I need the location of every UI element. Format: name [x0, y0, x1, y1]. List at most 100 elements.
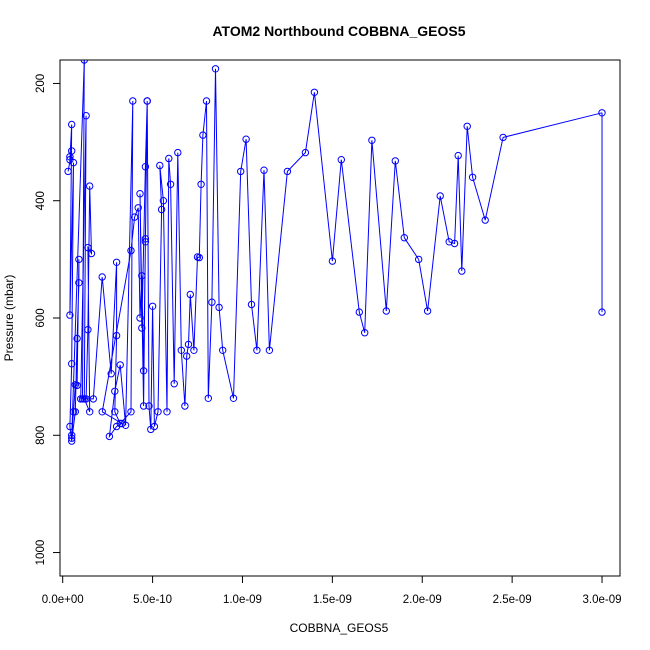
data-point	[98, 408, 106, 416]
y-tick-label: 600	[35, 308, 47, 327]
data-point	[215, 303, 223, 312]
data-point	[170, 380, 178, 388]
data-point	[361, 329, 369, 337]
data-point	[183, 352, 191, 360]
data-point	[66, 153, 74, 161]
y-tick-label: 400	[35, 191, 47, 210]
data-point	[116, 361, 124, 369]
data-point	[208, 298, 216, 306]
data-point	[154, 408, 162, 416]
data-point	[165, 154, 173, 163]
data-point	[391, 157, 399, 165]
data-point	[130, 213, 139, 221]
data-point	[159, 197, 168, 205]
data-point	[382, 307, 390, 315]
chart-title: ATOM2 Northbound COBBNA_GEOS5	[212, 23, 465, 39]
series-line-3	[130, 100, 170, 430]
data-point	[177, 346, 186, 354]
series-connector	[101, 250, 132, 412]
data-point	[69, 158, 78, 167]
data-point	[598, 308, 606, 316]
data-point	[445, 238, 453, 246]
data-point	[166, 180, 175, 189]
data-point	[98, 273, 106, 281]
data-point	[105, 432, 114, 441]
data-point	[184, 340, 193, 349]
data-point	[368, 136, 376, 145]
x-tick-label: 1.5e-09	[313, 594, 352, 606]
data-point	[436, 192, 444, 200]
data-point	[229, 394, 238, 402]
data-point	[68, 120, 76, 129]
data-point	[463, 122, 471, 131]
y-tick-label: 800	[35, 426, 47, 445]
data-point	[86, 408, 94, 416]
data-point	[450, 239, 459, 248]
data-point	[150, 422, 159, 431]
data-point	[186, 290, 195, 299]
series-connector	[81, 60, 85, 399]
data-point	[260, 166, 268, 174]
data-point	[86, 182, 94, 190]
data-point	[141, 238, 150, 246]
series-points	[64, 60, 606, 445]
data-point	[136, 190, 144, 198]
data-point	[237, 167, 245, 176]
data-point	[84, 326, 92, 334]
data-point	[454, 151, 462, 160]
data-point	[219, 346, 227, 354]
data-point	[66, 311, 74, 319]
data-point	[139, 402, 148, 410]
x-tick-label: 5.0e-10	[133, 594, 172, 606]
data-point	[121, 421, 130, 429]
data-point	[89, 395, 98, 403]
data-point	[112, 422, 121, 431]
series-line-6	[418, 112, 603, 312]
data-point	[68, 431, 76, 439]
data-point	[80, 60, 88, 64]
data-point	[415, 255, 423, 264]
series-connector	[403, 237, 420, 260]
data-point	[141, 235, 150, 243]
data-point	[73, 334, 81, 343]
data-point	[197, 180, 205, 189]
data-point	[84, 243, 92, 252]
y-axis: 200 400 600 800 1000	[35, 74, 61, 566]
data-point	[355, 308, 363, 316]
data-point	[156, 161, 164, 170]
data-point	[71, 381, 80, 389]
data-point	[87, 249, 96, 258]
series-line-5	[233, 92, 405, 399]
data-point	[247, 300, 256, 309]
data-point	[458, 267, 466, 275]
y-axis-label: Pressure (mbar)	[2, 275, 16, 362]
data-point	[68, 437, 76, 445]
data-point	[111, 387, 119, 395]
data-point	[310, 88, 319, 97]
data-point	[253, 346, 261, 354]
data-point	[127, 246, 135, 255]
data-point	[190, 346, 198, 354]
data-point	[112, 331, 121, 340]
y-tick-label: 1000	[35, 540, 47, 566]
data-point	[400, 234, 408, 242]
data-point	[64, 167, 72, 176]
x-axis: 0.0e+00 5.0e-10 1.0e-09 1.5e-09 2.0e-09 2.5e-…	[42, 575, 622, 606]
data-point	[301, 148, 310, 157]
data-point	[174, 148, 182, 157]
data-point	[82, 112, 90, 120]
data-point	[211, 65, 220, 73]
data-point	[141, 163, 150, 171]
x-axis-label: COBBNA_GEOS5	[290, 621, 389, 635]
data-point	[195, 253, 204, 262]
data-point	[111, 408, 119, 416]
data-point	[68, 434, 76, 442]
data-point	[75, 255, 83, 264]
x-tick-label: 2.5e-09	[493, 594, 532, 606]
data-point	[468, 173, 477, 182]
series-connector	[222, 350, 234, 399]
data-point	[112, 258, 121, 266]
data-point	[143, 97, 151, 105]
